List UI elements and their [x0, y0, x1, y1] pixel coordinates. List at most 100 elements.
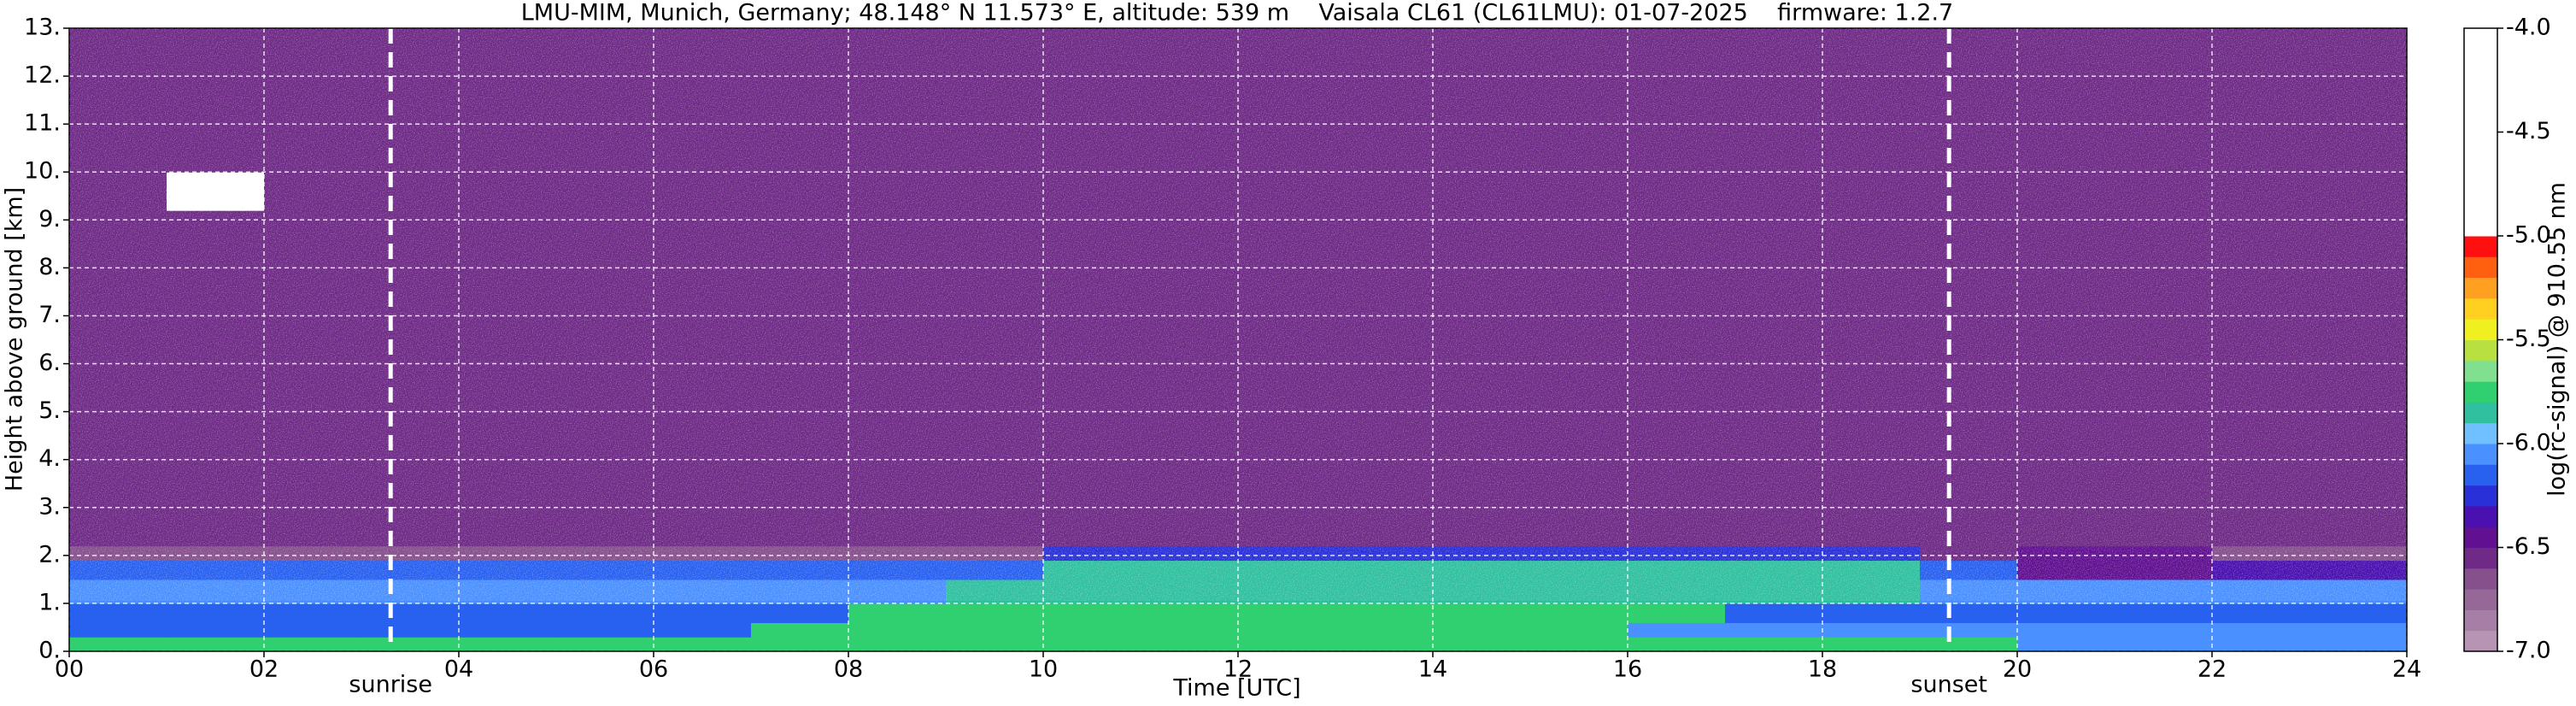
colorbar-segment: [2464, 256, 2497, 279]
colorbar-segment: [2464, 485, 2497, 507]
heatmap-cell: [1238, 622, 1336, 638]
x-tick-label: 06: [639, 656, 668, 683]
colorbar-tick-label: -4.0: [2506, 15, 2551, 41]
heatmap-cell: [1043, 603, 1141, 623]
heatmap-cell: [556, 637, 654, 651]
x-tick-label: 02: [249, 656, 279, 683]
heatmap-cell: [2309, 637, 2407, 651]
heatmap-cell: [1141, 603, 1239, 623]
colorbar-segment: [2464, 319, 2497, 340]
heatmap-cell: [654, 603, 752, 623]
y-tick-label: 0.: [38, 638, 61, 664]
y-tick-label: 13.: [24, 15, 61, 41]
heatmap-cell: [946, 603, 1044, 623]
colorbar-segment: [2464, 464, 2497, 486]
colorbar-segment: [2464, 360, 2497, 382]
heatmap-cell: [751, 603, 849, 623]
x-tick-label: 14: [1418, 656, 1447, 683]
colorbar-tick-label: -6.0: [2506, 430, 2551, 456]
heatmap-cell: [1725, 622, 1823, 638]
heatmap-cell: [751, 622, 849, 638]
y-tick-label: 10.: [24, 158, 61, 185]
colorbar-segment: [2464, 568, 2497, 590]
y-tick-label: 8.: [38, 254, 61, 280]
y-tick-label: 4.: [38, 445, 61, 472]
heatmap-cell: [1628, 622, 1726, 638]
y-tick-label: 11.: [24, 110, 61, 137]
heatmap-cell: [1725, 603, 1823, 623]
colorbar-frame: [2463, 27, 2498, 652]
heatmap-cell: [1920, 603, 2018, 623]
heatmap-cell: [167, 637, 265, 651]
heatmap-cell: [1238, 637, 1336, 651]
heatmap-cell: [654, 622, 752, 638]
x-tick-label: 16: [1613, 656, 1642, 683]
colorbar-segment: [2464, 630, 2497, 652]
heatmap-cell: [2309, 622, 2407, 638]
heatmap-cell: [2115, 622, 2213, 638]
heatmap-cell: [167, 603, 265, 623]
colorbar-tick-label: -7.0: [2506, 638, 2551, 664]
x-tick-label: 22: [2198, 656, 2227, 683]
heatmap-cell: [1822, 637, 1921, 651]
heatmap-cell: [751, 637, 849, 651]
heatmap-cell: [2309, 603, 2407, 623]
x-tick-label: 00: [55, 656, 84, 683]
heatmap-cell: [2017, 622, 2115, 638]
x-tick-label: 20: [2003, 656, 2032, 683]
heatmap-cell: [556, 603, 654, 623]
heatmap-cell: [1141, 637, 1239, 651]
heatmap-cell: [361, 622, 460, 638]
colorbar-segment: [2464, 277, 2497, 299]
heatmap-cell: [848, 637, 947, 651]
colorbar-tick-label: -5.0: [2506, 222, 2551, 249]
plot-frame: [68, 27, 2408, 652]
y-tick-label: 9.: [38, 206, 61, 232]
heatmap-cell: [946, 637, 1044, 651]
annotation-label: sunset: [1910, 672, 1987, 698]
heatmap-cell: [848, 603, 947, 623]
colorbar-segment: [2464, 609, 2497, 632]
heatmap-cell: [69, 603, 167, 623]
heatmap-cell: [69, 637, 167, 651]
heatmap-cell: [654, 637, 752, 651]
colorbar-tick-label: -6.5: [2506, 533, 2551, 560]
x-axis-label: Time [UTC]: [1172, 675, 1300, 702]
x-tick-label: 04: [444, 656, 473, 683]
heatmap-cell: [848, 622, 947, 638]
colorbar-segment: [2464, 297, 2497, 320]
colorbar-segment: [2464, 422, 2497, 444]
heatmap-cell: [361, 603, 460, 623]
colorbar-tick-label: -5.5: [2506, 326, 2551, 352]
heatmap-cell: [1530, 622, 1628, 638]
heatmap-cell: [1530, 637, 1628, 651]
heatmap-cell: [264, 622, 362, 638]
heatmap-cell: [264, 637, 362, 651]
y-tick-label: 6.: [38, 350, 61, 376]
heatmap-cell: [2212, 622, 2310, 638]
colorbar-segment: [2464, 527, 2497, 548]
heatmap-cell: [2115, 637, 2213, 651]
colorbar-segment: [2464, 381, 2497, 403]
y-tick-label: 5.: [38, 397, 61, 424]
colorbar-segment: [2464, 402, 2497, 424]
overlay: 0. 1. 2. 3. 4. 5. 6. 7. 8. 9. 10. 11. 12. 13. 00 02 04 06…: [24, 15, 2421, 698]
x-tick-label: 10: [1029, 656, 1058, 683]
heatmap-cell: [2017, 637, 2115, 651]
heatmap-cell: [2212, 603, 2310, 623]
heatmap-cell: [1628, 603, 1726, 623]
heatmap-cell: [1822, 603, 1921, 623]
heatmap-cell: [264, 603, 362, 623]
y-tick-label: 2.: [38, 541, 61, 568]
heatmap-cell: [1335, 603, 1434, 623]
heatmap-cell: [459, 622, 557, 638]
heatmap-cell: [2115, 603, 2213, 623]
heatmap-cell: [459, 603, 557, 623]
y-tick-label: 1.: [38, 589, 61, 615]
colorbar-segment: [2464, 505, 2497, 527]
heatmap-cell: [1141, 622, 1239, 638]
colorbar-segment: [2464, 28, 2497, 237]
colorbar-tick-label: -4.5: [2506, 118, 2551, 144]
heatmap-cell: [1628, 637, 1726, 651]
